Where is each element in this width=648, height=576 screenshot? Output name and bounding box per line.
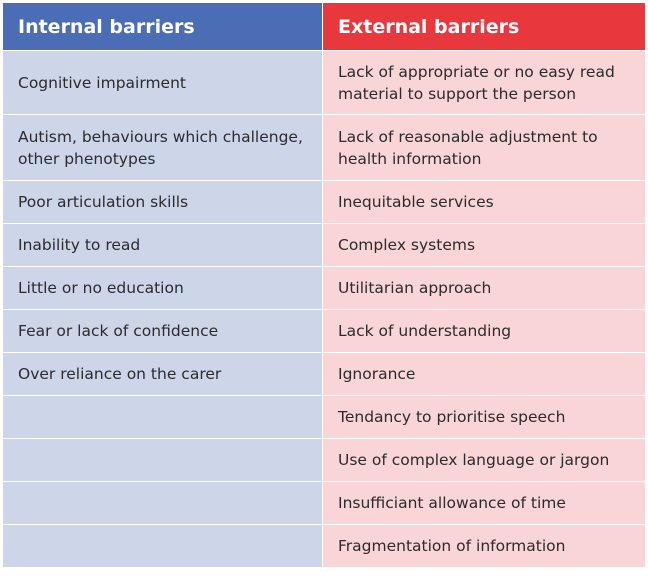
- external-barrier-cell: Lack of appropriate or no easy read mate…: [322, 50, 646, 115]
- table-row: Cognitive impairment Lack of appropriate…: [2, 50, 646, 115]
- internal-barriers-header: Internal barriers: [2, 2, 323, 51]
- external-barriers-header: External barriers: [322, 2, 646, 51]
- table-row: Inability to read Complex systems: [2, 223, 646, 267]
- external-barrier-cell: Fragmentation of information: [322, 524, 646, 568]
- table-row: Insufficiant allowance of time: [2, 481, 646, 525]
- internal-barrier-cell: Inability to read: [2, 223, 323, 267]
- internal-barrier-cell: [2, 395, 323, 439]
- table-row: Fragmentation of information: [2, 524, 646, 568]
- table-row: Autism, behaviours which challenge, othe…: [2, 114, 646, 181]
- internal-barrier-cell: [2, 438, 323, 482]
- table-row: Use of complex language or jargon: [2, 438, 646, 482]
- external-barrier-cell: Complex systems: [322, 223, 646, 267]
- internal-barrier-cell: [2, 524, 323, 568]
- external-barrier-cell: Insufficiant allowance of time: [322, 481, 646, 525]
- external-barrier-cell: Ignorance: [322, 352, 646, 396]
- internal-barrier-cell: Poor articulation skills: [2, 180, 323, 224]
- internal-barrier-cell: Cognitive impairment: [2, 50, 323, 115]
- header-row: Internal barriers External barriers: [2, 2, 646, 51]
- table-row: Tendancy to prioritise speech: [2, 395, 646, 439]
- external-barrier-cell: Tendancy to prioritise speech: [322, 395, 646, 439]
- external-barrier-cell: Use of complex language or jargon: [322, 438, 646, 482]
- external-barrier-cell: Utilitarian approach: [322, 266, 646, 310]
- internal-barrier-cell: Autism, behaviours which challenge, othe…: [2, 114, 323, 181]
- internal-barrier-cell: Fear or lack of confidence: [2, 309, 323, 353]
- table-row: Fear or lack of confidence Lack of under…: [2, 309, 646, 353]
- internal-barrier-cell: Over reliance on the carer: [2, 352, 323, 396]
- table-row: Little or no education Utilitarian appro…: [2, 266, 646, 310]
- external-barrier-cell: Lack of understanding: [322, 309, 646, 353]
- external-barrier-cell: Inequitable services: [322, 180, 646, 224]
- table-row: Poor articulation skills Inequitable ser…: [2, 180, 646, 224]
- table-row: Over reliance on the carer Ignorance: [2, 352, 646, 396]
- barriers-table: Internal barriers External barriers Cogn…: [2, 2, 646, 568]
- internal-barrier-cell: Little or no education: [2, 266, 323, 310]
- external-barrier-cell: Lack of reasonable adjustment to health …: [322, 114, 646, 181]
- internal-barrier-cell: [2, 481, 323, 525]
